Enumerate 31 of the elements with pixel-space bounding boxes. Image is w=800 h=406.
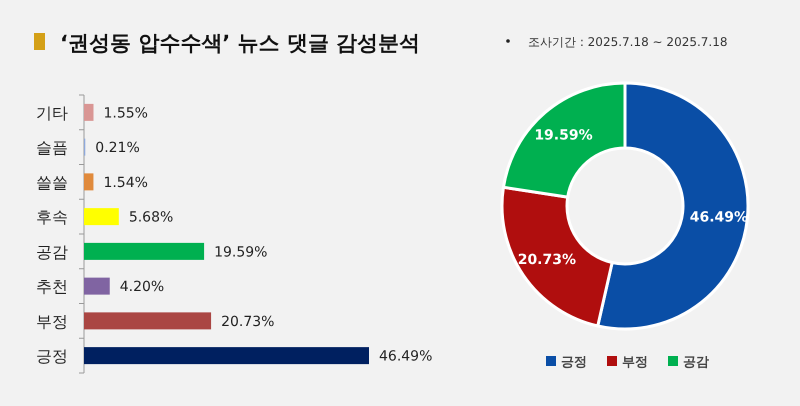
data-label: 5.68% (128, 210, 174, 226)
y-tick-label: 추천 (36, 277, 68, 296)
data-label: 4.20% (120, 279, 164, 296)
data-label: 46.49% (379, 348, 432, 365)
y-tick-label: 기타 (36, 103, 68, 122)
y-tick-label: 후속 (36, 208, 68, 227)
data-label: 19.59% (534, 127, 593, 144)
y-tick-label: 슬픔 (36, 138, 68, 158)
bar (84, 312, 212, 330)
bar (84, 278, 110, 295)
data-label: 20.73% (518, 252, 576, 268)
data-label: 1.55% (104, 105, 148, 122)
chart-title: ‘권성동 압수수색’ 뉴스 댓글 감성분석 (60, 31, 420, 55)
y-tick-label: 긍정 (36, 346, 68, 366)
legend-label: 공감 (683, 355, 709, 370)
y-tick-label: 쓸쓸 (36, 172, 68, 192)
legend-label: 긍정 (561, 355, 587, 370)
bar (84, 242, 204, 260)
bar (84, 347, 369, 364)
data-label: 20.73% (221, 314, 274, 330)
bar (84, 208, 119, 226)
bar (84, 104, 94, 121)
y-tick-label: 공감 (36, 242, 68, 262)
data-label: 46.49% (690, 210, 748, 226)
y-tick-label: 부정 (36, 312, 68, 331)
legend-label: 부정 (622, 355, 648, 370)
data-label: 1.54% (103, 174, 148, 191)
chart-subtitle: 조사기간 : 2025.7.18 ~ 2025.7.18 (528, 35, 728, 49)
data-label: 0.21% (95, 140, 140, 156)
data-label: 19.59% (214, 244, 268, 260)
bar (84, 173, 94, 190)
